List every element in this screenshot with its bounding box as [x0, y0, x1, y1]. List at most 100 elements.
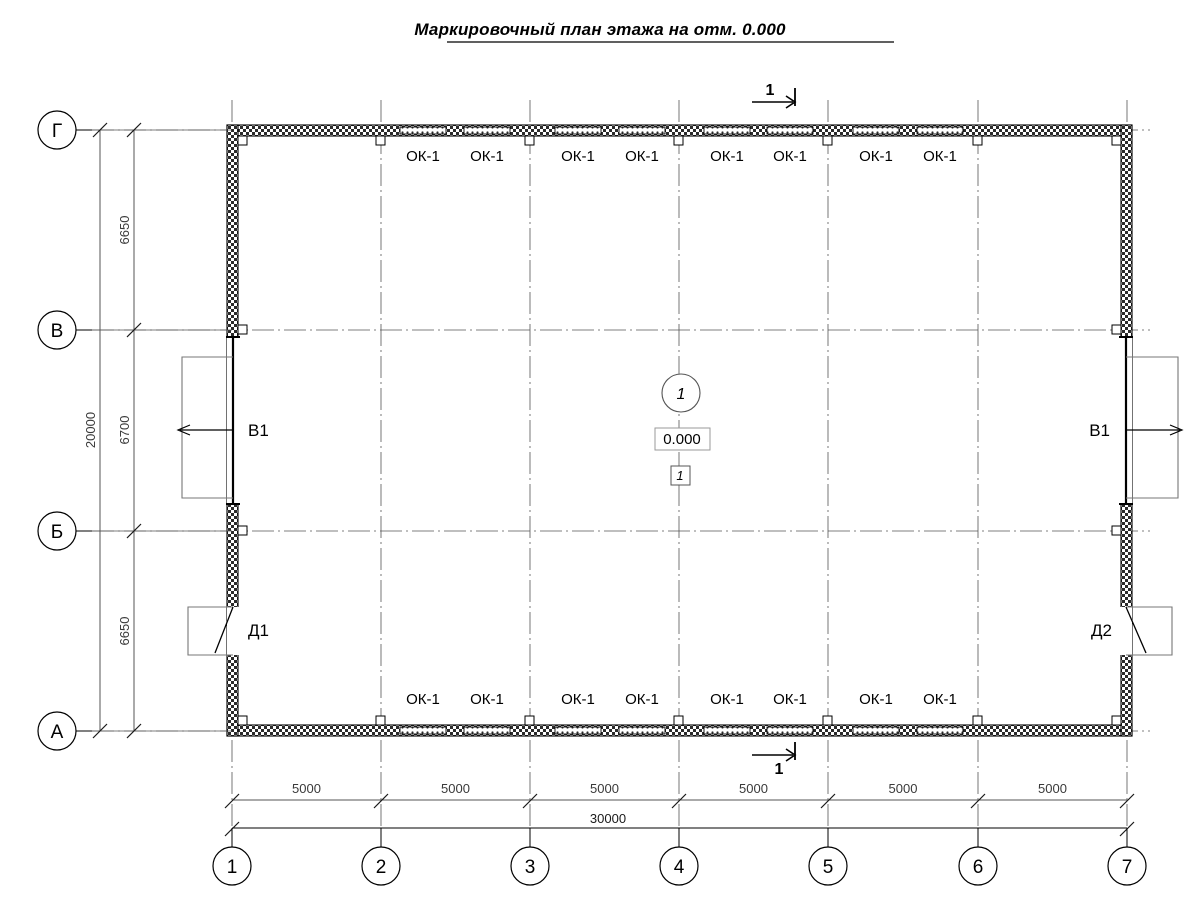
column-left-B — [237, 525, 248, 536]
window-label: ОК-1 — [625, 148, 659, 165]
window-labels-bottom: ОК-1 ОК-1 ОК-1 ОК-1 ОК-1 ОК-1 ОК-1 ОК-1 — [406, 691, 957, 708]
window-label: ОК-1 — [470, 148, 504, 165]
axis-bubble-5[interactable]: 5 — [808, 828, 848, 886]
axis-bubble-6[interactable]: 6 — [958, 828, 998, 886]
window-opening — [618, 126, 666, 135]
axis-bubble-label: В — [51, 321, 64, 342]
axis-bubble-label: 5 — [823, 857, 834, 878]
gate-left: В1 — [176, 336, 269, 505]
axis-bubble-G[interactable]: Г — [37, 110, 92, 150]
elevation-box — [654, 427, 711, 451]
axis-bubble-B[interactable]: Б — [37, 511, 92, 551]
column-top-2 — [375, 135, 386, 146]
column-top-3 — [524, 135, 535, 146]
axis-bubble-A[interactable]: А — [37, 711, 92, 751]
window-opening — [463, 726, 511, 735]
window-label: ОК-1 — [470, 691, 504, 708]
axis-bubble-label: 1 — [227, 857, 238, 878]
gate-left-arrow-head — [176, 424, 191, 436]
gate-right-swing-outline — [1126, 356, 1179, 499]
gate-left-swing-outline — [181, 356, 233, 499]
window-opening — [916, 126, 964, 135]
column-corner-tr — [1111, 135, 1122, 146]
window-label: ОК-1 — [561, 691, 595, 708]
window-opening — [463, 126, 511, 135]
window-label: ОК-1 — [773, 148, 807, 165]
vertical-dimension-lines: 20000 6650 6700 6650 — [83, 122, 232, 739]
window-label: ОК-1 — [859, 691, 893, 708]
section-mark-bottom: 1 — [752, 742, 797, 778]
door-right-label: Д2 — [1091, 621, 1112, 640]
column-corner-bl — [237, 715, 248, 726]
door-right-swing-outline — [1126, 606, 1173, 656]
window-label: ОК-1 — [710, 691, 744, 708]
column-corner-tl — [237, 135, 248, 146]
axis-bubble-label: 3 — [525, 857, 536, 878]
room-number-label: 1 — [677, 386, 686, 403]
axis-bubble-V[interactable]: В — [37, 310, 92, 350]
floor-type-label: 1 — [676, 468, 683, 483]
window-opening — [399, 126, 447, 135]
horizontal-dimension-lines: 5000 5000 5000 5000 5000 5000 30000 — [224, 781, 1135, 837]
window-opening — [766, 126, 814, 135]
dim-label-horizontal-1: 5000 — [441, 781, 470, 796]
axis-bubble-label: 6 — [973, 857, 984, 878]
column-bottom-4 — [673, 715, 684, 726]
window-opening — [618, 726, 666, 735]
column-corner-br — [1111, 715, 1122, 726]
axis-letter-bubbles: Г В Б А — [37, 110, 92, 751]
axis-bubble-label: 7 — [1122, 857, 1133, 878]
axis-bubble-label: Г — [52, 121, 62, 142]
window-label: ОК-1 — [406, 148, 440, 165]
door-left-leaf — [214, 606, 234, 654]
window-labels-top: ОК-1 ОК-1 ОК-1 ОК-1 ОК-1 ОК-1 ОК-1 ОК-1 — [406, 148, 957, 165]
gate-right-label: В1 — [1089, 421, 1110, 440]
door-right: Д2 — [1091, 606, 1173, 656]
axis-bubble-4[interactable]: 4 — [659, 828, 699, 886]
column-top-5 — [822, 135, 833, 146]
gate-left-label: В1 — [248, 421, 269, 440]
door-right-leaf — [1125, 606, 1147, 654]
dim-label-horizontal-3: 5000 — [739, 781, 768, 796]
elevation-label: 0.000 — [663, 431, 701, 448]
window-label: ОК-1 — [859, 148, 893, 165]
windows-top-group — [399, 126, 964, 135]
axis-bubble-1[interactable]: 1 — [212, 828, 252, 886]
window-label: ОК-1 — [773, 691, 807, 708]
axis-number-bubbles: 1 2 3 4 5 6 7 — [212, 828, 1147, 886]
axis-bubble-7[interactable]: 7 — [1107, 828, 1147, 886]
window-label: ОК-1 — [710, 148, 744, 165]
dim-label-vertical-1: 6700 — [117, 416, 132, 445]
dim-labels-horizontal: 5000 5000 5000 5000 5000 5000 — [292, 781, 1067, 796]
axis-bubble-3[interactable]: 3 — [510, 828, 550, 886]
page-title: Маркировочный план этажа на отм. 0.000 — [414, 20, 786, 39]
door-left-label: Д1 — [248, 621, 269, 640]
axis-bubble-label: 4 — [674, 857, 685, 878]
window-opening — [554, 726, 602, 735]
dim-label-vertical-0: 6650 — [117, 216, 132, 245]
room-number-circle — [661, 373, 701, 413]
column-right-V — [1111, 324, 1122, 335]
window-label: ОК-1 — [923, 691, 957, 708]
section-bottom-label: 1 — [775, 761, 784, 778]
window-label: ОК-1 — [406, 691, 440, 708]
dim-label-horizontal-2: 5000 — [590, 781, 619, 796]
dim-label-horizontal-5: 5000 — [1038, 781, 1067, 796]
window-opening — [703, 126, 751, 135]
column-bottom-5 — [822, 715, 833, 726]
column-top-6 — [972, 135, 983, 146]
gate-right: В1 — [1089, 336, 1184, 505]
dim-label-horizontal-4: 5000 — [889, 781, 918, 796]
window-opening — [852, 126, 900, 135]
column-bottom-3 — [524, 715, 535, 726]
axis-bubble-label: Б — [51, 522, 63, 543]
section-top-label: 1 — [766, 82, 775, 99]
column-bottom-2 — [375, 715, 386, 726]
dim-ticks-horizontal — [224, 793, 1135, 837]
window-opening — [703, 726, 751, 735]
axis-bubble-2[interactable]: 2 — [361, 828, 401, 886]
wall-bottom — [226, 724, 1133, 737]
dim-label-vertical-2: 6650 — [117, 617, 132, 646]
